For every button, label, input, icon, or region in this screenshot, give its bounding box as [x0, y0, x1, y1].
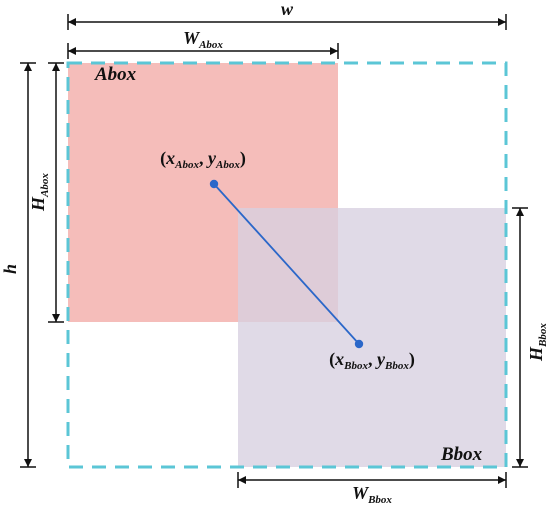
bbox-center-dot	[354, 339, 364, 349]
height-dimension-left: h	[0, 62, 36, 468]
abox-center-y-main: y	[206, 148, 217, 168]
abox-center-open: (	[160, 148, 166, 169]
w-bbox-label: WBbox	[352, 483, 392, 506]
abox-center-x-main: x	[165, 148, 175, 168]
center-connector-line	[213, 183, 360, 345]
w-bbox-main: W	[352, 483, 370, 503]
bbox-height-dimension: HBbox	[512, 207, 549, 468]
bbox-center-y-sub: Bbox	[384, 360, 409, 372]
w-abox-main: W	[183, 28, 201, 48]
enclosing-dashed-box	[66, 61, 508, 469]
abox-width-dimension: WAbox	[67, 28, 339, 59]
w-abox-label: WAbox	[183, 28, 223, 51]
abox-center-close: )	[240, 148, 246, 169]
w-abox-sub: Abox	[198, 39, 223, 51]
abox-center-y-sub: Abox	[215, 159, 240, 171]
h-abox-sub: Abox	[39, 173, 51, 198]
w-bbox-sub: Bbox	[367, 494, 392, 506]
abox-center-sep: ,	[199, 148, 208, 168]
bbox-center-sep: ,	[368, 349, 377, 369]
bbox-center-x-sub: Bbox	[343, 360, 368, 372]
bbox-label: Bbox	[440, 444, 483, 465]
h-label: h	[0, 264, 20, 274]
bbox-center-label: (xBbox, yBbox)	[329, 349, 415, 372]
h-bbox-label: HBbox	[526, 323, 549, 362]
h-abox-main: H	[28, 196, 48, 212]
abox-center-dot	[209, 179, 219, 189]
bbox-rectangle	[238, 208, 506, 467]
width-dimension-top: w	[67, 0, 507, 30]
bbox-center-x-main: x	[334, 349, 344, 369]
abox-height-dimension: HAbox	[28, 62, 64, 323]
abox-center-x-sub: Abox	[174, 159, 199, 171]
bbox-width-dimension: WBbox	[237, 472, 507, 506]
bbox-center-y-main: y	[375, 349, 386, 369]
bbox-center-close: )	[409, 349, 415, 370]
bbox-center-open: (	[329, 349, 335, 370]
w-label: w	[281, 0, 294, 19]
abox-label: Abox	[94, 64, 137, 85]
abox-center-label: (xAbox, yAbox)	[160, 148, 246, 171]
h-abox-label: HAbox	[28, 173, 51, 212]
h-bbox-sub: Bbox	[537, 323, 549, 348]
h-bbox-main: H	[526, 346, 546, 362]
